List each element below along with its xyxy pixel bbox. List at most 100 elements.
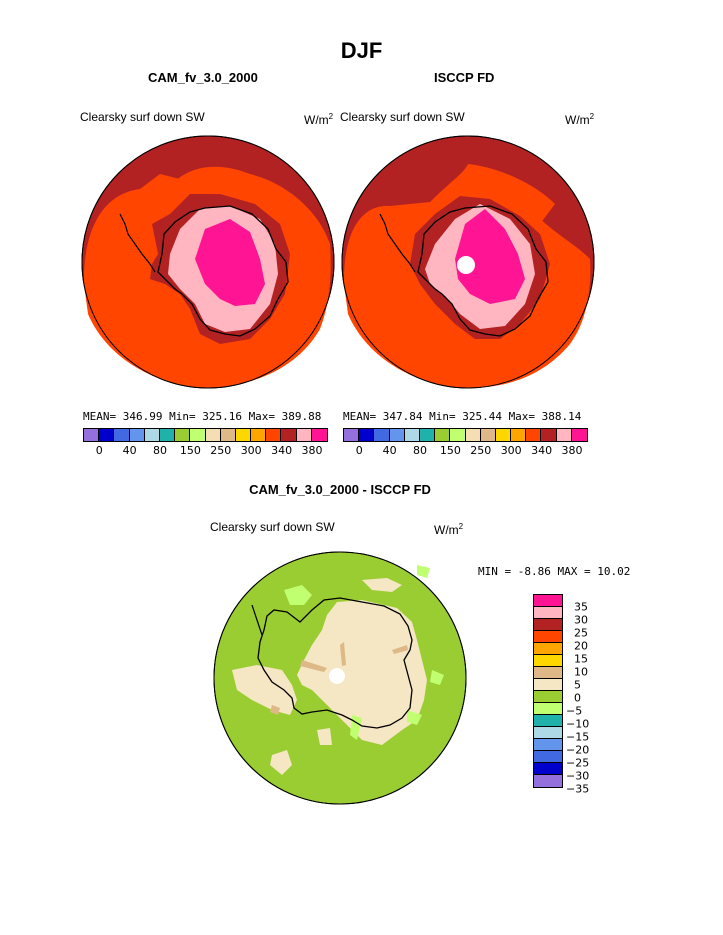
colorbar-tick-label: 340 bbox=[531, 444, 553, 457]
colorbar-swatch bbox=[99, 429, 115, 441]
colorbar-swatch bbox=[266, 429, 282, 441]
colorbar-tick-label: −10 bbox=[566, 717, 590, 731]
panel-2-units: W/m2 bbox=[565, 112, 595, 127]
colorbar-tick-label: 300 bbox=[500, 444, 522, 457]
colorbar-swatch bbox=[205, 429, 221, 441]
colorbar-swatch bbox=[220, 429, 236, 441]
colorbar-swatch bbox=[144, 429, 160, 441]
colorbar-tick-label: 80 bbox=[153, 444, 167, 457]
colorbar-tick-label: 40 bbox=[382, 444, 397, 457]
colorbar-swatch bbox=[296, 429, 312, 441]
panel-2-variable: Clearsky surf down SW bbox=[340, 110, 465, 124]
colorbar-swatch bbox=[534, 607, 562, 619]
colorbar-swatch bbox=[534, 775, 562, 787]
colorbar-swatch bbox=[311, 429, 327, 441]
colorbar-swatch bbox=[251, 429, 267, 441]
colorbar-swatch bbox=[534, 727, 562, 739]
colorbar-tick-label: 25 bbox=[574, 626, 588, 640]
colorbar-tick-label: 0 bbox=[574, 691, 581, 705]
panel-2-map bbox=[341, 135, 595, 389]
colorbar-swatch bbox=[235, 429, 252, 441]
colorbar-tick-label: 30 bbox=[574, 613, 588, 627]
colorbar-tick-label: −30 bbox=[566, 769, 590, 783]
colorbar-swatch bbox=[571, 429, 587, 441]
colorbar-swatch bbox=[534, 715, 562, 727]
panel-1-title: CAM_fv_3.0_2000 bbox=[148, 70, 258, 85]
diff-colorbar bbox=[533, 594, 563, 788]
colorbar-swatch bbox=[534, 595, 562, 607]
colorbar-tick-label: 15 bbox=[574, 652, 588, 666]
colorbar-swatch bbox=[114, 429, 130, 441]
panel-1-map bbox=[81, 135, 335, 389]
colorbar-swatch bbox=[374, 429, 390, 441]
colorbar-swatch bbox=[359, 429, 375, 441]
colorbar-tick-label: 250 bbox=[210, 444, 232, 457]
diff-map bbox=[213, 551, 467, 805]
colorbar-tick-label: 10 bbox=[574, 665, 588, 679]
diff-variable: Clearsky surf down SW bbox=[210, 520, 335, 534]
colorbar-tick-label: 80 bbox=[413, 444, 427, 457]
panel-1-colorbar-ticks: 0 40 80 150 250 300 340 380 bbox=[83, 444, 328, 458]
colorbar-tick-label: 0 bbox=[355, 444, 363, 457]
colorbar-tick-label: 5 bbox=[574, 678, 581, 692]
panel-2-title: ISCCP FD bbox=[434, 70, 495, 85]
colorbar-swatch bbox=[534, 703, 562, 715]
colorbar-tick-label: 380 bbox=[301, 444, 323, 457]
colorbar-swatch bbox=[435, 429, 451, 441]
diff-colorbar-ticks: 35 30 25 20 15 10 5 0 −5 −10 −15 −20 −25 −30 −35 bbox=[566, 594, 606, 802]
colorbar-tick-label: 20 bbox=[574, 639, 588, 653]
colorbar-swatch bbox=[159, 429, 176, 441]
colorbar-swatch bbox=[534, 751, 562, 763]
colorbar-swatch bbox=[404, 429, 420, 441]
colorbar-tick-label: −15 bbox=[566, 730, 590, 744]
panel-2-colorbar bbox=[343, 428, 588, 442]
panel-1-stats: MEAN= 346.99 Min= 325.16 Max= 389.88 bbox=[83, 410, 322, 423]
diff-title: CAM_fv_3.0_2000 - ISCCP FD bbox=[249, 482, 431, 497]
colorbar-swatch bbox=[344, 429, 360, 441]
colorbar-tick-label: 380 bbox=[561, 444, 583, 457]
colorbar-tick-label: −5 bbox=[566, 704, 583, 718]
diff-minmax: MIN = -8.86 MAX = 10.02 bbox=[478, 565, 631, 578]
colorbar-swatch bbox=[534, 763, 562, 775]
colorbar-swatch bbox=[534, 643, 562, 655]
colorbar-swatch bbox=[534, 691, 562, 703]
colorbar-swatch bbox=[556, 429, 572, 441]
colorbar-swatch bbox=[129, 429, 145, 441]
colorbar-swatch bbox=[495, 429, 512, 441]
panel-2-stats: MEAN= 347.84 Min= 325.44 Max= 388.14 bbox=[343, 410, 582, 423]
page-title: DJF bbox=[340, 38, 383, 63]
colorbar-swatch bbox=[534, 739, 562, 751]
colorbar-swatch bbox=[419, 429, 436, 441]
colorbar-swatch bbox=[281, 429, 297, 441]
colorbar-tick-label: 0 bbox=[95, 444, 103, 457]
colorbar-swatch bbox=[511, 429, 527, 441]
colorbar-swatch bbox=[526, 429, 542, 441]
colorbar-tick-label: 40 bbox=[122, 444, 137, 457]
colorbar-tick-label: 35 bbox=[574, 600, 588, 614]
colorbar-swatch bbox=[190, 429, 206, 441]
colorbar-tick-label: 150 bbox=[439, 444, 461, 457]
colorbar-tick-label: 340 bbox=[271, 444, 293, 457]
colorbar-tick-label: 250 bbox=[470, 444, 492, 457]
colorbar-tick-label: −35 bbox=[566, 782, 590, 796]
colorbar-swatch bbox=[534, 655, 562, 667]
colorbar-swatch bbox=[450, 429, 466, 441]
colorbar-swatch bbox=[175, 429, 191, 441]
panel-1-variable: Clearsky surf down SW bbox=[80, 110, 205, 124]
colorbar-swatch bbox=[534, 667, 562, 679]
colorbar-tick-label: −20 bbox=[566, 743, 590, 757]
colorbar-swatch bbox=[465, 429, 481, 441]
colorbar-swatch bbox=[389, 429, 405, 441]
colorbar-tick-label: −25 bbox=[566, 756, 590, 770]
colorbar-swatch bbox=[84, 429, 100, 441]
panel-1-colorbar bbox=[83, 428, 328, 442]
colorbar-tick-label: 150 bbox=[179, 444, 201, 457]
colorbar-swatch bbox=[534, 679, 562, 691]
colorbar-tick-label: 300 bbox=[240, 444, 262, 457]
colorbar-swatch bbox=[534, 631, 562, 643]
colorbar-swatch bbox=[541, 429, 557, 441]
colorbar-swatch bbox=[480, 429, 496, 441]
colorbar-swatch bbox=[534, 619, 562, 631]
diff-units: W/m2 bbox=[434, 522, 464, 537]
panel-2-colorbar-ticks: 0 40 80 150 250 300 340 380 bbox=[343, 444, 588, 458]
